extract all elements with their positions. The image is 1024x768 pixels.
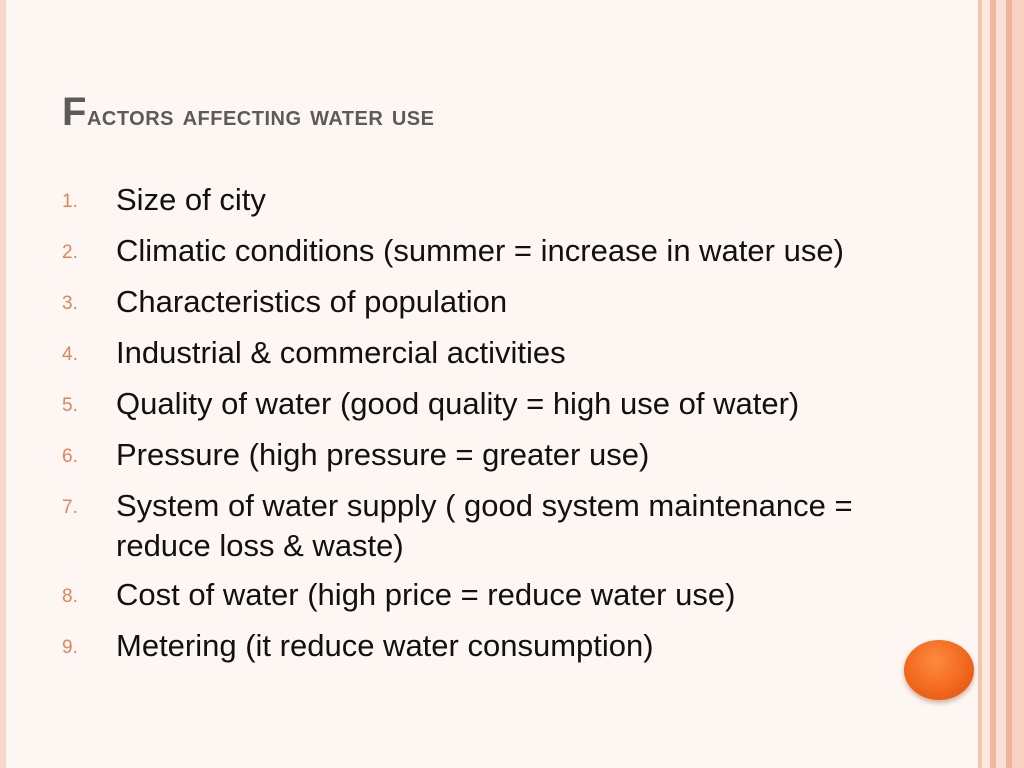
list-item-number: 1. <box>62 191 78 212</box>
list-item: 6. Pressure (high pressure = greater use) <box>62 435 942 477</box>
list-item: 9. Metering (it reduce water consumption) <box>62 626 942 668</box>
list-item-text: Quality of water (good quality = high us… <box>116 386 800 421</box>
list-item: 7. System of water supply ( good system m… <box>62 486 942 566</box>
list-item-number: 6. <box>62 446 78 467</box>
list-item-text: Size of city <box>116 182 266 217</box>
list-item-text: Climatic conditions (summer = increase i… <box>116 233 844 268</box>
list-item-number: 2. <box>62 242 78 263</box>
slide-title: Factors affecting water use <box>62 90 434 135</box>
list-item-text: Pressure (high pressure = greater use) <box>116 437 650 472</box>
title-first-letter: F <box>62 90 87 134</box>
list-item-text: Industrial & commercial activities <box>116 335 566 370</box>
right-stripes-decoration <box>978 0 1024 768</box>
left-border-decoration <box>0 0 6 768</box>
list-item-text: System of water supply ( good system mai… <box>116 488 853 563</box>
list-item-text: Metering (it reduce water consumption) <box>116 628 654 663</box>
list-item-text: Cost of water (high price = reduce water… <box>116 577 736 612</box>
list-item-number: 4. <box>62 344 78 365</box>
list-item-number: 8. <box>62 586 78 607</box>
list-item: 3. Characteristics of population <box>62 282 942 324</box>
list-item-number: 9. <box>62 637 78 658</box>
list-item-number: 7. <box>62 497 78 518</box>
list-item: 5. Quality of water (good quality = high … <box>62 384 942 426</box>
factor-list: 1. Size of city 2. Climatic conditions (sum… <box>62 180 942 677</box>
title-rest: actors affecting water use <box>86 100 435 132</box>
orange-circle-decoration <box>904 640 974 700</box>
list-item: 8. Cost of water (high price = reduce wat… <box>62 575 942 617</box>
list-item-number: 3. <box>62 293 78 314</box>
list-item: 1. Size of city <box>62 180 942 222</box>
list-item: 4. Industrial & commercial activities <box>62 333 942 375</box>
list-item-text: Characteristics of population <box>116 284 508 319</box>
list-item-number: 5. <box>62 395 78 416</box>
list-item: 2. Climatic conditions (summer = increase… <box>62 231 942 273</box>
